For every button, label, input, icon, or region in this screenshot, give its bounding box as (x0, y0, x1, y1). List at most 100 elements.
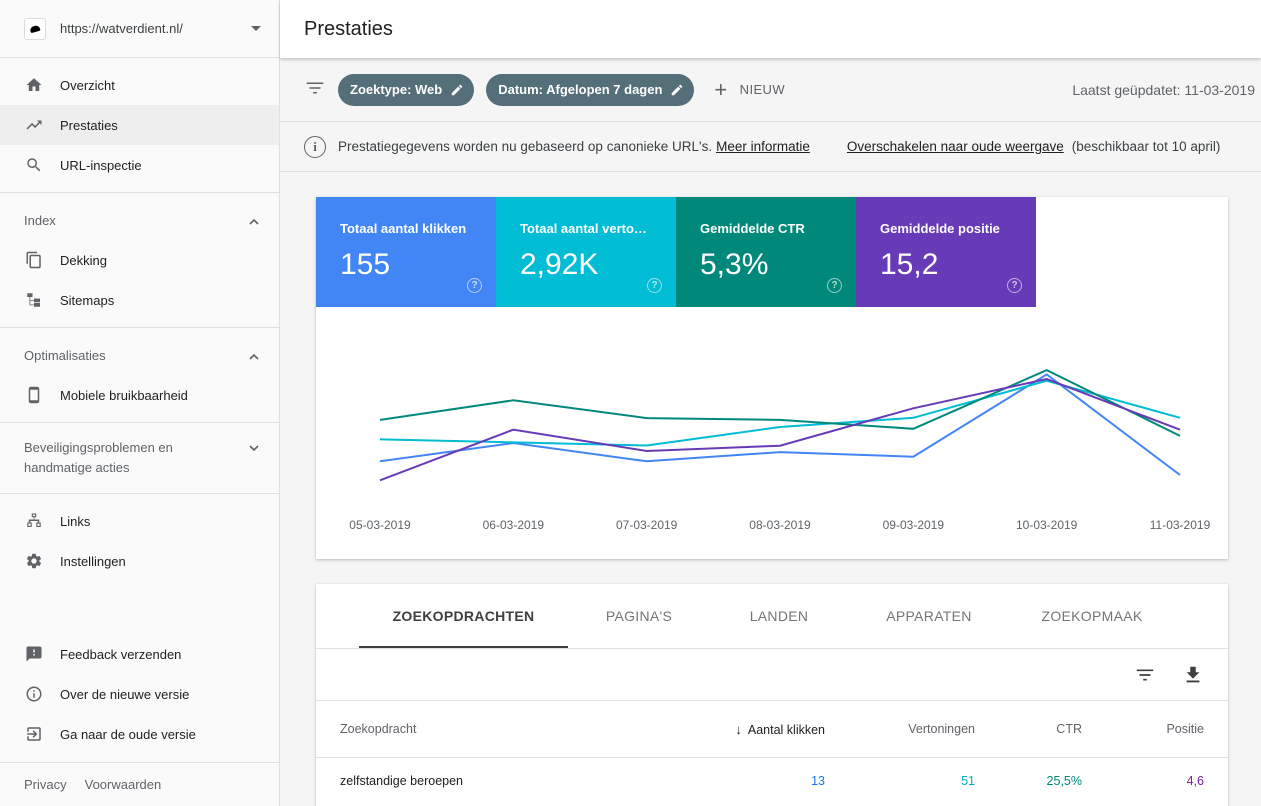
exit-icon (24, 724, 44, 744)
sidebar-item-prestaties[interactable]: Prestaties (0, 105, 279, 145)
cell-ctr: 25,5% (1046, 774, 1082, 788)
filter-bar: Zoektype: Web Datum: Afgelopen 7 dagen +… (280, 58, 1261, 122)
queries-table-card: ZOEKOPDRACHTEN PAGINA'S LANDEN APPARATEN… (316, 584, 1228, 806)
nav-main: Overzicht Prestaties URL-inspectie (0, 58, 279, 193)
col-clicks-label: Aantal klikken (747, 722, 825, 737)
metric-position[interactable]: Gemiddelde positie 15,2 ? (856, 197, 1036, 307)
date-range-chip[interactable]: Datum: Afgelopen 7 dagen (486, 73, 695, 106)
sidebar-item-mobiele-bruikbaarheid[interactable]: Mobiele bruikbaarheid (0, 375, 279, 415)
sidebar-item-dekking[interactable]: Dekking (0, 240, 279, 280)
series-line-3 (379, 377, 1181, 482)
site-favicon (24, 17, 46, 40)
privacy-link[interactable]: Privacy (24, 777, 67, 792)
col-position-header[interactable]: Positie (1166, 722, 1204, 736)
add-filter-button[interactable]: + NIEUW (714, 76, 785, 102)
metric-ctr[interactable]: Gemiddelde CTR 5,3% ? (676, 197, 856, 307)
nav-index: Index Dekking Sitemaps (0, 193, 279, 328)
col-ctr-header[interactable]: CTR (1056, 722, 1082, 736)
trending-up-icon (24, 115, 44, 135)
sidebar-item-label: Ga naar de oude versie (60, 726, 196, 742)
tab-apparaten[interactable]: APPARATEN (886, 608, 972, 624)
help-icon[interactable]: ? (827, 278, 842, 293)
metric-value: 155 (340, 248, 391, 281)
col-query-header[interactable]: Zoekopdracht (340, 722, 417, 736)
series-line-0 (379, 373, 1181, 476)
plus-icon: + (714, 76, 728, 102)
sidebar-item-overzicht[interactable]: Overzicht (0, 65, 279, 105)
download-icon[interactable] (1182, 664, 1204, 686)
tab-zoekopmaak[interactable]: ZOEKOPMAAK (1041, 608, 1143, 624)
sidebar-item-sitemaps[interactable]: Sitemaps (0, 280, 279, 320)
terms-link[interactable]: Voorwaarden (84, 777, 162, 792)
metric-tiles: Totaal aantal klikken 155 ? Totaal aanta… (316, 197, 1228, 307)
col-clicks-header[interactable]: ↓ Aantal klikken (705, 722, 825, 737)
sidebar-item-label: Dekking (60, 252, 107, 268)
chevron-up-icon (247, 215, 261, 229)
help-icon[interactable]: ? (647, 278, 662, 293)
edit-icon (672, 84, 683, 95)
search-type-chip[interactable]: Zoektype: Web (338, 73, 475, 106)
sidebar-item-oude-versie[interactable]: Ga naar de oude versie (0, 714, 279, 754)
col-impressions-header[interactable]: Vertoningen (908, 722, 975, 736)
last-updated: Laatst geüpdatet: 11-03-2019 (1072, 81, 1255, 98)
x-tick-label: 09-03-2019 (883, 518, 945, 532)
sidebar-item-label: Sitemaps (60, 292, 115, 308)
sidebar: https://watverdient.nl/ Overzicht Presta… (0, 0, 280, 806)
x-tick-label: 05-03-2019 (349, 518, 411, 532)
metric-clicks[interactable]: Totaal aantal klikken 155 ? (316, 197, 496, 307)
table-tools (316, 649, 1228, 701)
sidebar-item-label: Links (60, 513, 91, 529)
sitemap-icon (24, 290, 44, 310)
series-line-2 (379, 368, 1181, 437)
nav-more: Links Instellingen (0, 494, 279, 588)
section-heading: Index (24, 212, 56, 228)
sidebar-item-label: Instellingen (60, 553, 126, 569)
table-row[interactable]: zelfstandige beroepen 13 51 25,5% 4,6 (316, 758, 1228, 804)
metric-impressions[interactable]: Totaal aantal vertoningen 2,92K ? (496, 197, 676, 307)
help-icon[interactable]: ? (467, 278, 482, 293)
metric-label: Gemiddelde positie (880, 221, 1000, 236)
home-icon (24, 75, 44, 95)
more-info-link[interactable]: Meer informatie (716, 139, 810, 154)
sidebar-item-url-inspectie[interactable]: URL-inspectie (0, 145, 279, 185)
section-security-toggle[interactable]: Beveiligingsproblemen en handmatige acti… (0, 430, 279, 486)
property-url: https://watverdient.nl/ (60, 21, 183, 36)
metric-label: Totaal aantal vertoningen (520, 221, 652, 236)
x-tick-label: 10-03-2019 (1016, 518, 1078, 532)
help-icon[interactable]: ? (1007, 278, 1022, 293)
dimension-tabs: ZOEKOPDRACHTEN PAGINA'S LANDEN APPARATEN… (316, 584, 1228, 649)
chevron-down-icon (247, 441, 261, 455)
sidebar-item-feedback[interactable]: Feedback verzenden (0, 634, 279, 674)
sidebar-item-over-nieuwe-versie[interactable]: Over de nieuwe versie (0, 674, 279, 714)
property-selector[interactable]: https://watverdient.nl/ (0, 0, 279, 58)
metric-value: 5,3% (700, 248, 769, 281)
section-optimalisaties-toggle[interactable]: Optimalisaties (0, 335, 279, 375)
chip-label: Zoektype: Web (350, 82, 443, 97)
chip-label: Datum: Afgelopen 7 dagen (498, 82, 663, 97)
sidebar-item-label: Over de nieuwe versie (60, 686, 190, 702)
tab-zoekopdrachten[interactable]: ZOEKOPDRACHTEN (359, 584, 568, 648)
tab-paginas[interactable]: PAGINA'S (605, 608, 673, 624)
chevron-up-icon (247, 350, 261, 364)
switch-old-view-link[interactable]: Overschakelen naar oude weergave (846, 139, 1064, 154)
sidebar-item-instellingen[interactable]: Instellingen (0, 541, 279, 581)
section-index-toggle[interactable]: Index (0, 200, 279, 240)
metric-label: Gemiddelde CTR (700, 221, 805, 236)
info-banner: i Prestatiegegevens worden nu gebaseerd … (280, 122, 1261, 172)
tab-landen[interactable]: LANDEN (749, 608, 809, 624)
main-content: Prestaties Zoektype: Web Datum: Afgelope… (280, 0, 1261, 806)
nav-bottom: Feedback verzenden Over de nieuwe versie… (0, 634, 279, 754)
metric-value: 15,2 (880, 248, 939, 281)
filter-icon[interactable] (304, 77, 326, 102)
sidebar-item-links[interactable]: Links (0, 501, 279, 541)
page-title: Prestaties (304, 17, 393, 40)
sidebar-item-label: Feedback verzenden (60, 646, 182, 662)
metric-label: Totaal aantal klikken (340, 221, 467, 236)
table-header: Zoekopdracht ↓ Aantal klikken Vertoningen… (316, 701, 1228, 758)
x-tick-label: 08-03-2019 (749, 518, 811, 532)
section-heading: Optimalisaties (24, 347, 106, 363)
cell-clicks: 13 (811, 774, 825, 788)
x-tick-label: 07-03-2019 (616, 518, 678, 532)
availability-note: (beschikbaar tot 10 april) (1071, 139, 1221, 154)
filter-rows-icon[interactable] (1134, 664, 1156, 686)
